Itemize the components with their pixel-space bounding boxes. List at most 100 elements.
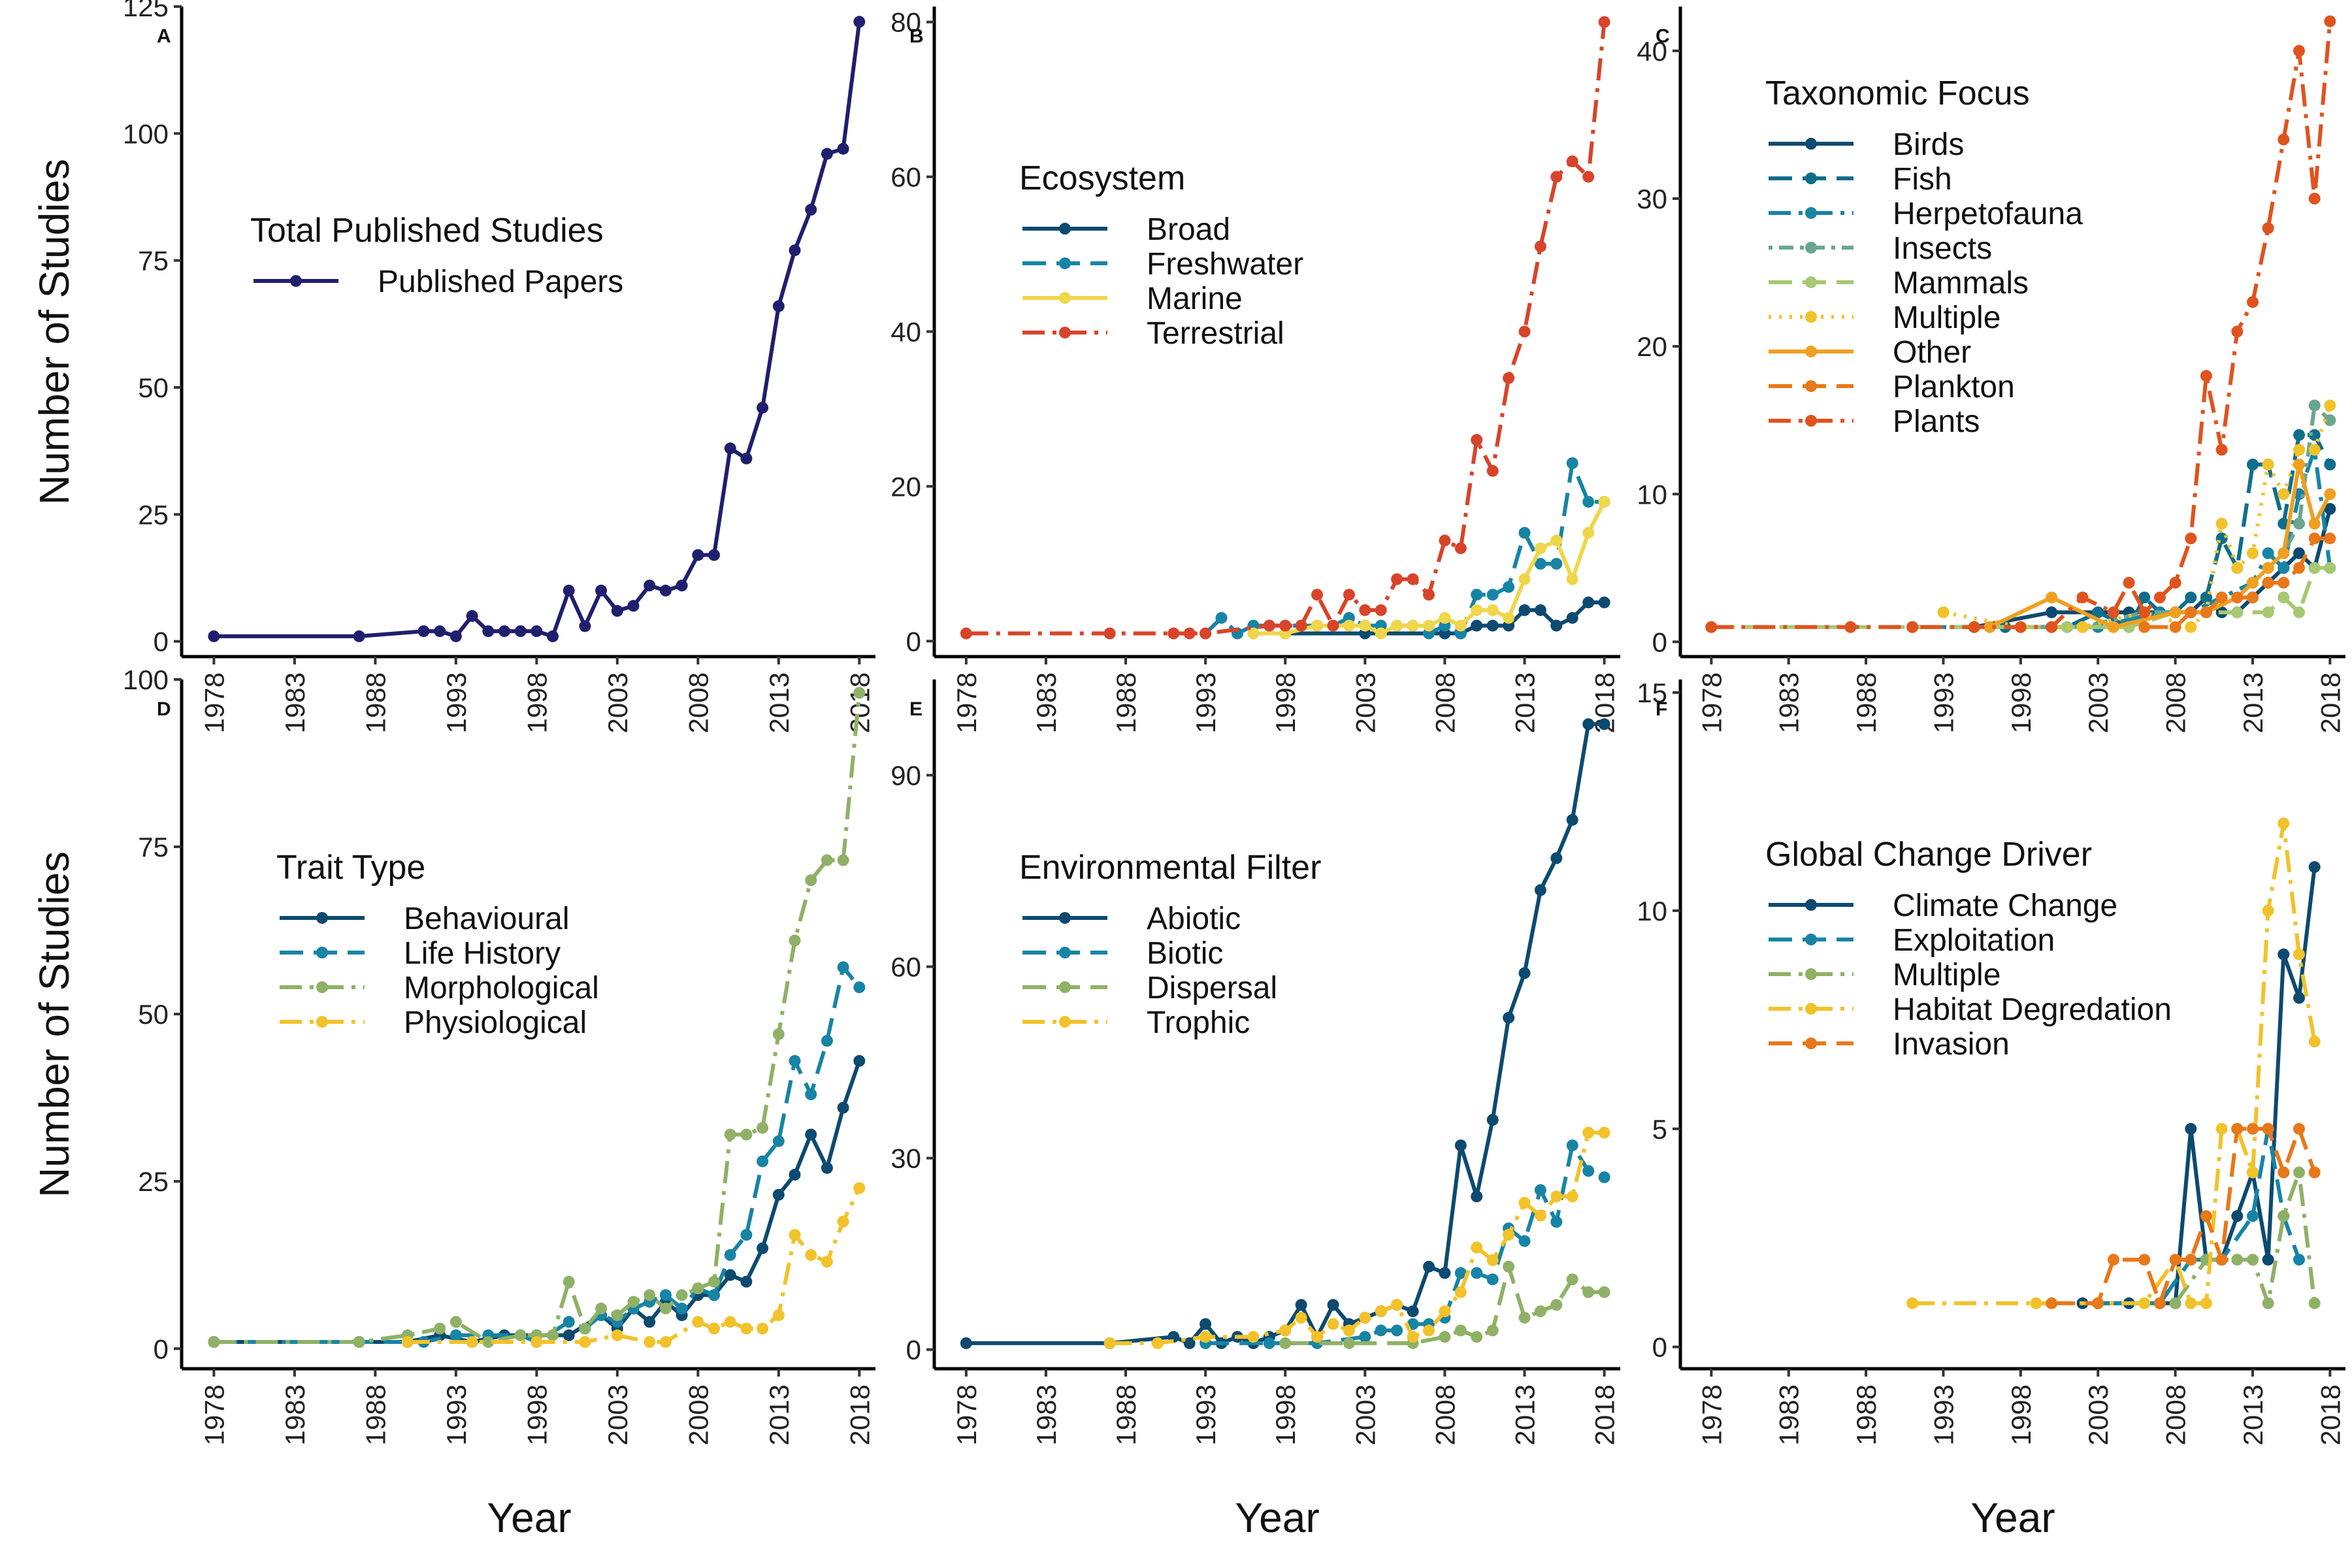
data-point (1582, 1165, 1595, 1177)
data-point (821, 1035, 833, 1047)
data-point (2185, 591, 2197, 604)
series-behavioural (208, 1054, 866, 1348)
data-point (2185, 1122, 2197, 1135)
legend-key-marker (1059, 292, 1071, 304)
x-tick-label: 1993 (1190, 672, 1221, 733)
data-point (2092, 1297, 2104, 1309)
data-point (2200, 606, 2212, 619)
y-tick-label: 60 (890, 162, 921, 193)
data-point (2247, 576, 2259, 589)
y-tick-label: 5 (1652, 1114, 1667, 1145)
data-point (611, 1309, 623, 1322)
data-point (1566, 813, 1578, 826)
data-point (837, 854, 849, 866)
x-tick-label: 1988 (1111, 672, 1141, 733)
data-point (1247, 1331, 1260, 1343)
data-point (1327, 1318, 1339, 1330)
data-point (208, 630, 220, 642)
y-tick-label: 10 (1637, 896, 1667, 926)
y-tick-label: 20 (890, 471, 921, 502)
series-line (214, 693, 862, 1344)
data-point (401, 1336, 414, 1348)
data-point (1359, 604, 1371, 616)
y-tick-label: 50 (138, 372, 169, 403)
x-axis-label-f: Year (1970, 1494, 2055, 1541)
data-point (1423, 589, 1435, 601)
data-point (1471, 604, 1483, 616)
data-point (1391, 1324, 1403, 1337)
data-point (1582, 718, 1595, 730)
data-point (1375, 627, 1387, 640)
legend-key-marker (1805, 311, 1817, 323)
data-point (2278, 576, 2290, 589)
data-point (1503, 1228, 1515, 1241)
legend-item-label: Exploitation (1893, 923, 2055, 958)
data-point (1566, 573, 1578, 585)
legend: Environmental Filter AbioticBioticDispers… (1019, 849, 1321, 1040)
legend-title: Global Change Driver (1765, 836, 2092, 874)
legend-key-marker (1059, 1016, 1071, 1028)
x-tick-label: 1978 (199, 1384, 229, 1445)
data-point (1534, 542, 1546, 555)
data-point (2247, 1254, 2259, 1266)
data-point (498, 625, 510, 638)
data-point (2262, 562, 2274, 574)
x-tick-label: 2008 (2161, 672, 2191, 733)
data-point (1471, 619, 1483, 632)
legend-item-label: Dispersal (1147, 971, 1277, 1005)
data-point (1582, 496, 1595, 508)
data-point (837, 961, 849, 973)
data-point (1984, 621, 1996, 633)
legend-key-marker (1805, 172, 1817, 184)
y-tick-label: 15 (1637, 678, 1667, 708)
data-point (2046, 591, 2058, 604)
legend-key-marker (1805, 242, 1817, 253)
data-point (757, 1322, 769, 1335)
x-axis-label-e: Year (1235, 1494, 1319, 1541)
data-point (2308, 532, 2321, 545)
data-point (740, 452, 753, 465)
data-point (644, 1316, 656, 1328)
data-point (1518, 967, 1531, 979)
data-point (2324, 488, 2336, 500)
data-point (2278, 948, 2290, 960)
series-multiple (2169, 1166, 2321, 1309)
data-point (1295, 1311, 1307, 1324)
y-tick-label: 0 (1652, 1332, 1667, 1363)
x-tick-label: 2008 (1429, 1384, 1460, 1445)
data-point (2107, 621, 2119, 633)
data-point (2247, 1166, 2259, 1179)
y-axis-label-top: Number of Studies (31, 159, 78, 505)
data-point (2262, 1254, 2274, 1266)
data-point (1279, 619, 1292, 632)
data-point (1471, 1241, 1483, 1254)
data-point (353, 1336, 365, 1348)
data-point (1454, 1324, 1467, 1337)
y-tick-label: 20 (1637, 331, 1667, 362)
x-tick-label: 1978 (951, 1384, 982, 1445)
data-point (1200, 627, 1212, 640)
data-point (1906, 621, 1919, 633)
series-line (1989, 463, 2332, 629)
data-point (1550, 534, 1563, 547)
x-tick-label: 1988 (1851, 1384, 1882, 1445)
data-point (757, 1155, 769, 1168)
data-point (2293, 517, 2305, 530)
data-point (772, 300, 785, 312)
data-point (644, 580, 656, 592)
data-point (2262, 904, 2274, 917)
data-point (659, 1289, 672, 1301)
data-point (2247, 1210, 2259, 1222)
data-point (1391, 573, 1403, 585)
legend-key-marker (316, 912, 328, 924)
data-point (2324, 414, 2336, 427)
data-point (837, 1215, 849, 1228)
data-point (853, 687, 866, 699)
data-point (1486, 604, 1499, 616)
y-tick-label: 40 (1637, 36, 1667, 67)
data-point (2014, 621, 2027, 633)
legend-key-marker (1805, 934, 1817, 945)
series-published-papers (208, 16, 866, 642)
data-point (1518, 527, 1531, 539)
data-point (482, 625, 495, 638)
